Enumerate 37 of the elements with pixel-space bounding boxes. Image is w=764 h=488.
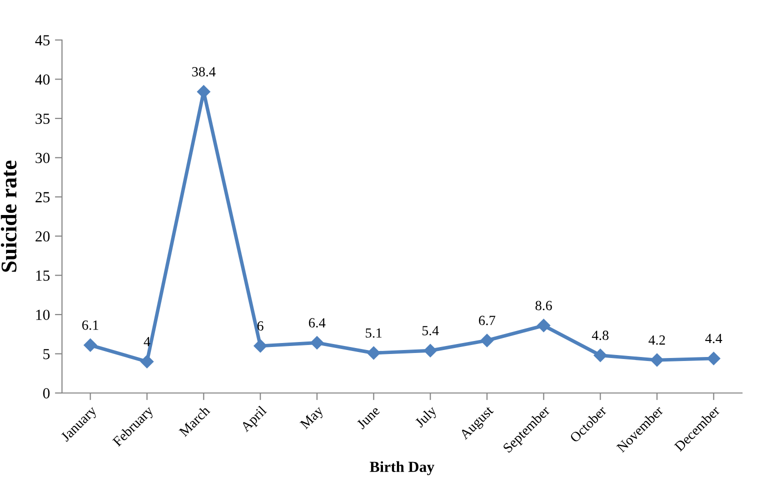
x-tick-label: July <box>414 404 440 430</box>
point <box>480 334 494 348</box>
y-tick-label: 35 <box>36 114 50 124</box>
y-axis-title: Suicide rate <box>0 160 17 272</box>
data-label: 4.8 <box>592 330 608 340</box>
data-label: 6.1 <box>82 320 98 330</box>
data-label: 4.4 <box>705 334 722 344</box>
y-tick-label: 15 <box>36 270 50 281</box>
x-tick-label: May <box>300 405 326 432</box>
point <box>310 336 324 350</box>
data-label: 5.1 <box>366 328 382 338</box>
y-tick-label: 20 <box>36 231 50 242</box>
data-label: 6.7 <box>478 316 496 326</box>
data-label: 5.4 <box>422 326 439 336</box>
x-tick-label: June <box>356 406 380 430</box>
y-tick-label: 45 <box>35 35 50 46</box>
data-label: 6.4 <box>308 318 326 328</box>
point <box>84 338 97 352</box>
y-tick-label: 25 <box>36 192 50 202</box>
point <box>367 346 380 360</box>
data-label: 8.6 <box>536 300 552 310</box>
point <box>707 352 720 366</box>
y-tick-label: 30 <box>36 152 50 164</box>
point <box>254 339 267 353</box>
point <box>537 318 550 332</box>
data-label: 38.4 <box>192 67 216 77</box>
y-tick-label: 10 <box>36 310 50 320</box>
y-tick-label: 5 <box>43 349 50 360</box>
data-label: 4.2 <box>648 335 665 345</box>
point <box>650 353 664 367</box>
data-label: 6 <box>257 321 264 331</box>
y-tick-label: 40 <box>35 74 50 85</box>
x-axis-title: Birth Day <box>370 461 434 476</box>
point <box>594 348 607 362</box>
point <box>140 355 154 368</box>
point <box>424 344 437 358</box>
y-tick-label: 0 <box>43 388 50 398</box>
